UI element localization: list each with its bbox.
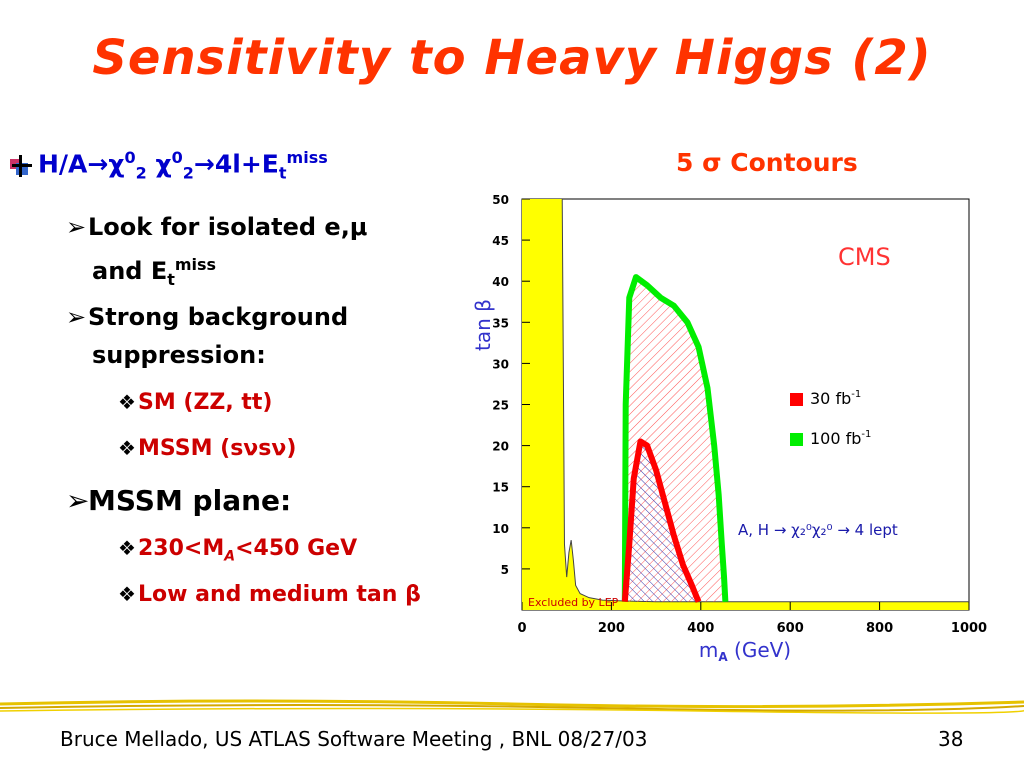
- y-tick-label: 35: [492, 316, 509, 330]
- sub-two-2: 2: [182, 163, 194, 183]
- slide-title: Sensitivity to Heavy Higgs (2): [92, 30, 932, 86]
- legend-label-0: 30 fb-1: [810, 389, 861, 408]
- diamond-bullet-icon: ❖: [118, 436, 136, 460]
- cms-label: CMS: [838, 243, 891, 271]
- x-tick-label: 400: [687, 621, 714, 636]
- legend-label-1: 100 fb-1: [810, 429, 871, 448]
- series-line-30fb: [621, 438, 702, 603]
- sub-two: 2: [135, 163, 147, 183]
- y-tick-label: 15: [492, 481, 509, 495]
- chi-symbol: χ: [108, 149, 125, 179]
- x-tick-label: 600: [777, 621, 804, 636]
- slide-number: 38: [938, 727, 964, 751]
- bullet-isolated-line2: and E: [92, 257, 168, 285]
- x-tick-label: 800: [866, 621, 893, 636]
- main-suffix: 4l+E: [214, 149, 279, 179]
- arrow-icon: →: [193, 149, 215, 179]
- arrow-bullet-icon: ➢: [66, 303, 87, 331]
- bullet-background-line2: suppression:: [92, 341, 266, 369]
- y-tick-label: 10: [492, 522, 509, 536]
- diamond-bullet-icon: ❖: [118, 536, 136, 560]
- footer-text: Bruce Mellado, US ATLAS Software Meeting…: [60, 727, 648, 751]
- x-tick-label: 200: [598, 621, 625, 636]
- footer-rule: [0, 699, 1024, 714]
- y-tick-label: 30: [492, 357, 509, 371]
- bullet-mssm-plane: ➢MSSM plane:: [66, 482, 291, 520]
- arrow-bullet-icon: ➢: [66, 213, 87, 241]
- sub-t-2: t: [167, 269, 175, 289]
- y-tick-label: 45: [492, 234, 509, 248]
- ma-range-prefix: 230<M: [138, 536, 225, 561]
- arrow-icon: →: [87, 149, 109, 179]
- legend-swatch-0: [790, 393, 803, 406]
- chi-symbol-2: χ: [155, 149, 172, 179]
- y-axis-label: tan β: [471, 299, 495, 351]
- bullet-mssm-snu-text: MSSM (sνsν): [138, 436, 297, 461]
- y-tick-label: 25: [492, 399, 509, 413]
- bullet-sm-text: SM (ZZ, tt): [138, 390, 273, 415]
- y-tick-label: 5: [501, 563, 509, 577]
- plot-heading: 5 σ Contours: [676, 148, 858, 177]
- bullet-isolated-line1: Look for isolated e,μ: [88, 213, 368, 241]
- ma-range-suffix: <450 GeV: [235, 536, 358, 561]
- y-tick-label: 50: [492, 193, 509, 207]
- diamond-bullet-icon: ❖: [118, 582, 136, 606]
- bullet-background-line1: Strong background: [88, 303, 349, 331]
- plot-frame: [521, 198, 970, 611]
- diamond-bullet-icon: ❖: [118, 390, 136, 414]
- process-label: A, H → χ₂⁰χ₂⁰ → 4 lept: [738, 521, 898, 539]
- bullet-isolated: ➢Look for isolated e,μ and Etmiss: [66, 208, 466, 299]
- main-prefix: H/A: [38, 149, 88, 179]
- ma-range-sub: A: [224, 548, 236, 565]
- bullet-ma-range: ❖230<MA<450 GeV: [118, 536, 357, 564]
- bullet-sm: ❖SM (ZZ, tt): [118, 390, 272, 415]
- sub-t: t: [278, 163, 287, 183]
- bullet-tanbeta: ❖Low and medium tan β: [118, 582, 421, 607]
- square-bullet-icon: [10, 155, 32, 178]
- sup-zero: 0: [124, 148, 136, 167]
- y-tick-label: 40: [492, 275, 509, 289]
- lep-label: Excluded by LEP: [528, 596, 619, 609]
- x-tick-label: 0: [517, 621, 526, 636]
- bullet-background: ➢Strong background suppression:: [66, 298, 466, 374]
- sup-zero-2: 0: [171, 148, 183, 167]
- sup-miss-2: miss: [174, 255, 217, 274]
- legend-swatch-1: [790, 433, 803, 446]
- bullet-mssm-plane-text: MSSM plane:: [88, 484, 292, 517]
- arrow-bullet-icon: ➢: [66, 484, 90, 517]
- series-line-100fb: [621, 274, 729, 602]
- bullet-mssm-snu: ❖MSSM (sνsν): [118, 436, 296, 461]
- sup-miss: miss: [286, 148, 328, 167]
- x-axis-label: mA (GeV): [699, 638, 791, 664]
- x-tick-label: 1000: [951, 621, 987, 636]
- bullet-tanbeta-text: Low and medium tan β: [138, 582, 421, 607]
- y-tick-label: 20: [492, 440, 509, 454]
- bullet-main: H/A→χ02 χ02→4l+Etmiss: [10, 148, 328, 182]
